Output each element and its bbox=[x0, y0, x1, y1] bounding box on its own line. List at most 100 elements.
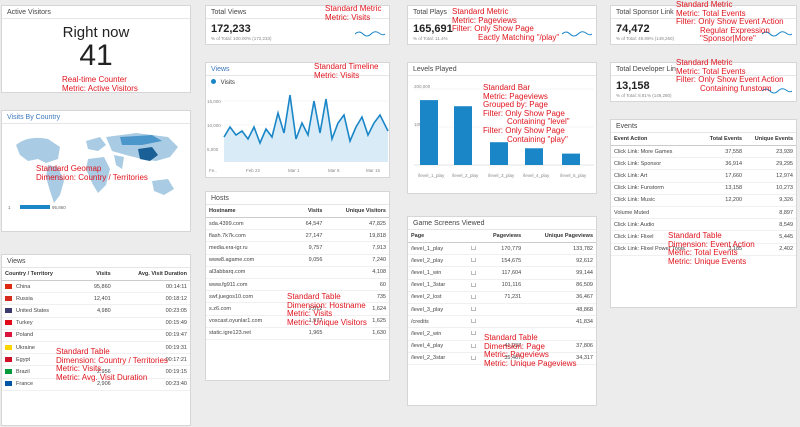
col-header[interactable]: Pageviews bbox=[479, 230, 525, 243]
col-header[interactable]: Total Events bbox=[701, 133, 746, 146]
chart-icon-cell[interactable] bbox=[468, 352, 479, 365]
table-row[interactable]: Click Link: Funstorm 13,158 10,273 bbox=[611, 182, 796, 195]
table-row[interactable]: Ukraine 00:19:31 bbox=[2, 341, 190, 355]
table-row[interactable]: /level_1_3star 101,116 86,509 bbox=[408, 279, 596, 292]
col-header[interactable]: Unique Pageviews bbox=[524, 230, 596, 243]
mini-chart-icon[interactable] bbox=[471, 319, 476, 324]
table-row[interactable]: /level_2_3star 35,467 34,317 bbox=[408, 352, 596, 365]
mini-chart-icon[interactable] bbox=[471, 355, 476, 360]
chart-icon-cell[interactable] bbox=[468, 279, 479, 292]
table-row[interactable]: /level_4_play 41,037 37,806 bbox=[408, 340, 596, 353]
table-row[interactable]: Click Link: Flixel 5,445 bbox=[611, 230, 796, 244]
table-row[interactable]: static.igre123.net 1,965 1,630 bbox=[206, 327, 389, 340]
hostname-cell: s.z6.com bbox=[206, 302, 294, 316]
level-bar[interactable] bbox=[490, 142, 508, 165]
unique-visitors-cell: 4,108 bbox=[325, 266, 389, 279]
col-header[interactable]: Unique Events bbox=[745, 133, 796, 146]
table-row[interactable]: Click Link: Audio 8,549 bbox=[611, 218, 796, 232]
annotation-line: Metric: Avg. Visit Duration bbox=[56, 372, 148, 382]
table-row[interactable]: Click Link: Music 12,200 9,326 bbox=[611, 194, 796, 207]
levels-played-card: Levels Played 200,000 100,000 /level_1_p… bbox=[407, 62, 597, 194]
country-cell: Egypt bbox=[2, 353, 82, 367]
table-row[interactable]: United States 4,980 00:23:05 bbox=[2, 304, 190, 318]
mini-chart-icon[interactable] bbox=[471, 270, 476, 275]
annotation-line: Metric: Active Visitors bbox=[62, 83, 138, 93]
table-row[interactable]: swf.juegos10.com 735 bbox=[206, 290, 389, 304]
table-row[interactable]: /level_2_play 154,675 92,612 bbox=[408, 254, 596, 268]
chart-icon-cell[interactable] bbox=[468, 315, 479, 329]
y-tick-label: 200,000 bbox=[414, 84, 431, 89]
col-header[interactable]: Avg. Visit Duration bbox=[113, 268, 190, 281]
mini-chart-icon[interactable] bbox=[471, 258, 476, 263]
table-row[interactable]: China 95,860 00:14:11 bbox=[2, 280, 190, 294]
table-row[interactable]: /level_2_win bbox=[408, 327, 596, 341]
chart-icon-cell[interactable] bbox=[468, 340, 479, 353]
chart-icon-cell[interactable] bbox=[468, 327, 479, 341]
table-row[interactable]: voxcast.oyunlar1.com 1,977 1,625 bbox=[206, 315, 389, 328]
col-header[interactable]: Unique Visitors bbox=[325, 205, 389, 218]
table-row[interactable]: /level_2_lost 71,231 36,467 bbox=[408, 291, 596, 304]
table-row[interactable]: Russia 12,401 00:18:12 bbox=[2, 292, 190, 306]
avg-duration-cell: 00:14:11 bbox=[113, 280, 190, 294]
table-row[interactable]: al3abbarq.com 4,108 bbox=[206, 266, 389, 279]
mini-chart-icon[interactable] bbox=[471, 246, 476, 251]
table-row[interactable]: Egypt 00:17:21 bbox=[2, 353, 190, 367]
annotation-line: Eactly Matching "/play" bbox=[478, 32, 560, 42]
table-row[interactable]: flash.7k7k.com 27,147 19,818 bbox=[206, 229, 389, 243]
annotation-line: Filter: Only Show Page bbox=[452, 24, 534, 34]
chart-icon-cell[interactable] bbox=[468, 266, 479, 280]
x-tick-label: Mar 15 bbox=[366, 168, 381, 173]
table-row[interactable]: Click Link: More Games 37,558 23,939 bbox=[611, 145, 796, 159]
col-header[interactable]: Page bbox=[408, 230, 468, 243]
level-bar[interactable] bbox=[420, 100, 438, 165]
pageviews-cell: 154,675 bbox=[479, 254, 525, 268]
mini-chart-icon[interactable] bbox=[471, 282, 476, 287]
page-cell: /level_1_win bbox=[408, 266, 468, 280]
unique-pageviews-cell: 99,144 bbox=[524, 266, 596, 280]
table-row[interactable]: Click Link: Flixel Power Tools 3,185 2,402 bbox=[611, 243, 796, 256]
table-row[interactable]: Volume Muted 8,897 bbox=[611, 206, 796, 220]
col-header[interactable]: Visits bbox=[294, 205, 326, 218]
col-header[interactable]: Event Action bbox=[611, 133, 701, 146]
table-row[interactable]: www.fg911.com 60 bbox=[206, 278, 389, 292]
table-row[interactable]: Click Link: Sponsor 36,914 29,295 bbox=[611, 157, 796, 171]
chart-icon-cell[interactable] bbox=[468, 242, 479, 256]
annotation-line: Standard Table bbox=[56, 347, 110, 356]
level-bar[interactable] bbox=[525, 148, 543, 165]
table-row[interactable]: Brazil 2,956 00:19:15 bbox=[2, 365, 190, 379]
table-row[interactable]: /level_1_win 117,604 99,144 bbox=[408, 266, 596, 280]
chart-icon-cell[interactable] bbox=[468, 303, 479, 317]
table-row[interactable]: Click Link: Art 17,660 12,974 bbox=[611, 169, 796, 183]
x-tick-label: /level_1_play bbox=[418, 173, 445, 178]
chart-icon-cell[interactable] bbox=[468, 254, 479, 268]
table-row[interactable]: s.z6.com 2,012 1,624 bbox=[206, 302, 389, 316]
table-row[interactable]: Turkey 00:15:49 bbox=[2, 317, 190, 330]
table-row[interactable]: Poland 00:19:47 bbox=[2, 329, 190, 342]
table-row[interactable]: /level_1_play 170,779 133,782 bbox=[408, 242, 596, 256]
annotation-line: Real-time Counter bbox=[62, 75, 127, 84]
developer-title: Total Developer Lin bbox=[611, 63, 796, 76]
level-bar[interactable] bbox=[562, 153, 580, 165]
col-header[interactable]: Hostname bbox=[206, 205, 294, 218]
mini-chart-icon[interactable] bbox=[471, 294, 476, 299]
x-tick-label: /level_2_play bbox=[452, 173, 479, 178]
col-header[interactable]: Country / Territory bbox=[2, 268, 82, 281]
table-row[interactable]: /level_3_play 48,868 bbox=[408, 303, 596, 317]
mini-chart-icon[interactable] bbox=[471, 343, 476, 348]
table-row[interactable]: www8.agame.com 9,056 7,240 bbox=[206, 254, 389, 267]
chart-icon-cell[interactable] bbox=[468, 291, 479, 304]
table-row[interactable]: sda.4399.com 64,547 47,825 bbox=[206, 217, 389, 231]
right-now-label: Right now bbox=[62, 24, 130, 41]
annotation-line: Dimension: Page bbox=[484, 341, 545, 351]
mini-chart-icon[interactable] bbox=[471, 331, 476, 336]
col-header[interactable]: Visits bbox=[82, 268, 114, 281]
hostname-cell: media.era-igr.ru bbox=[206, 241, 294, 255]
table-row[interactable]: media.era-igr.ru 9,757 7,913 bbox=[206, 241, 389, 255]
mini-chart-icon[interactable] bbox=[471, 307, 476, 312]
level-bar[interactable] bbox=[454, 106, 472, 165]
y-tick-label: 10,000 bbox=[207, 123, 221, 128]
table-row[interactable]: /credits 41,834 bbox=[408, 315, 596, 329]
visits-cell bbox=[294, 266, 326, 279]
table-row[interactable]: France 2,906 00:23:40 bbox=[2, 378, 190, 391]
visits-cell: 9,757 bbox=[294, 241, 326, 255]
